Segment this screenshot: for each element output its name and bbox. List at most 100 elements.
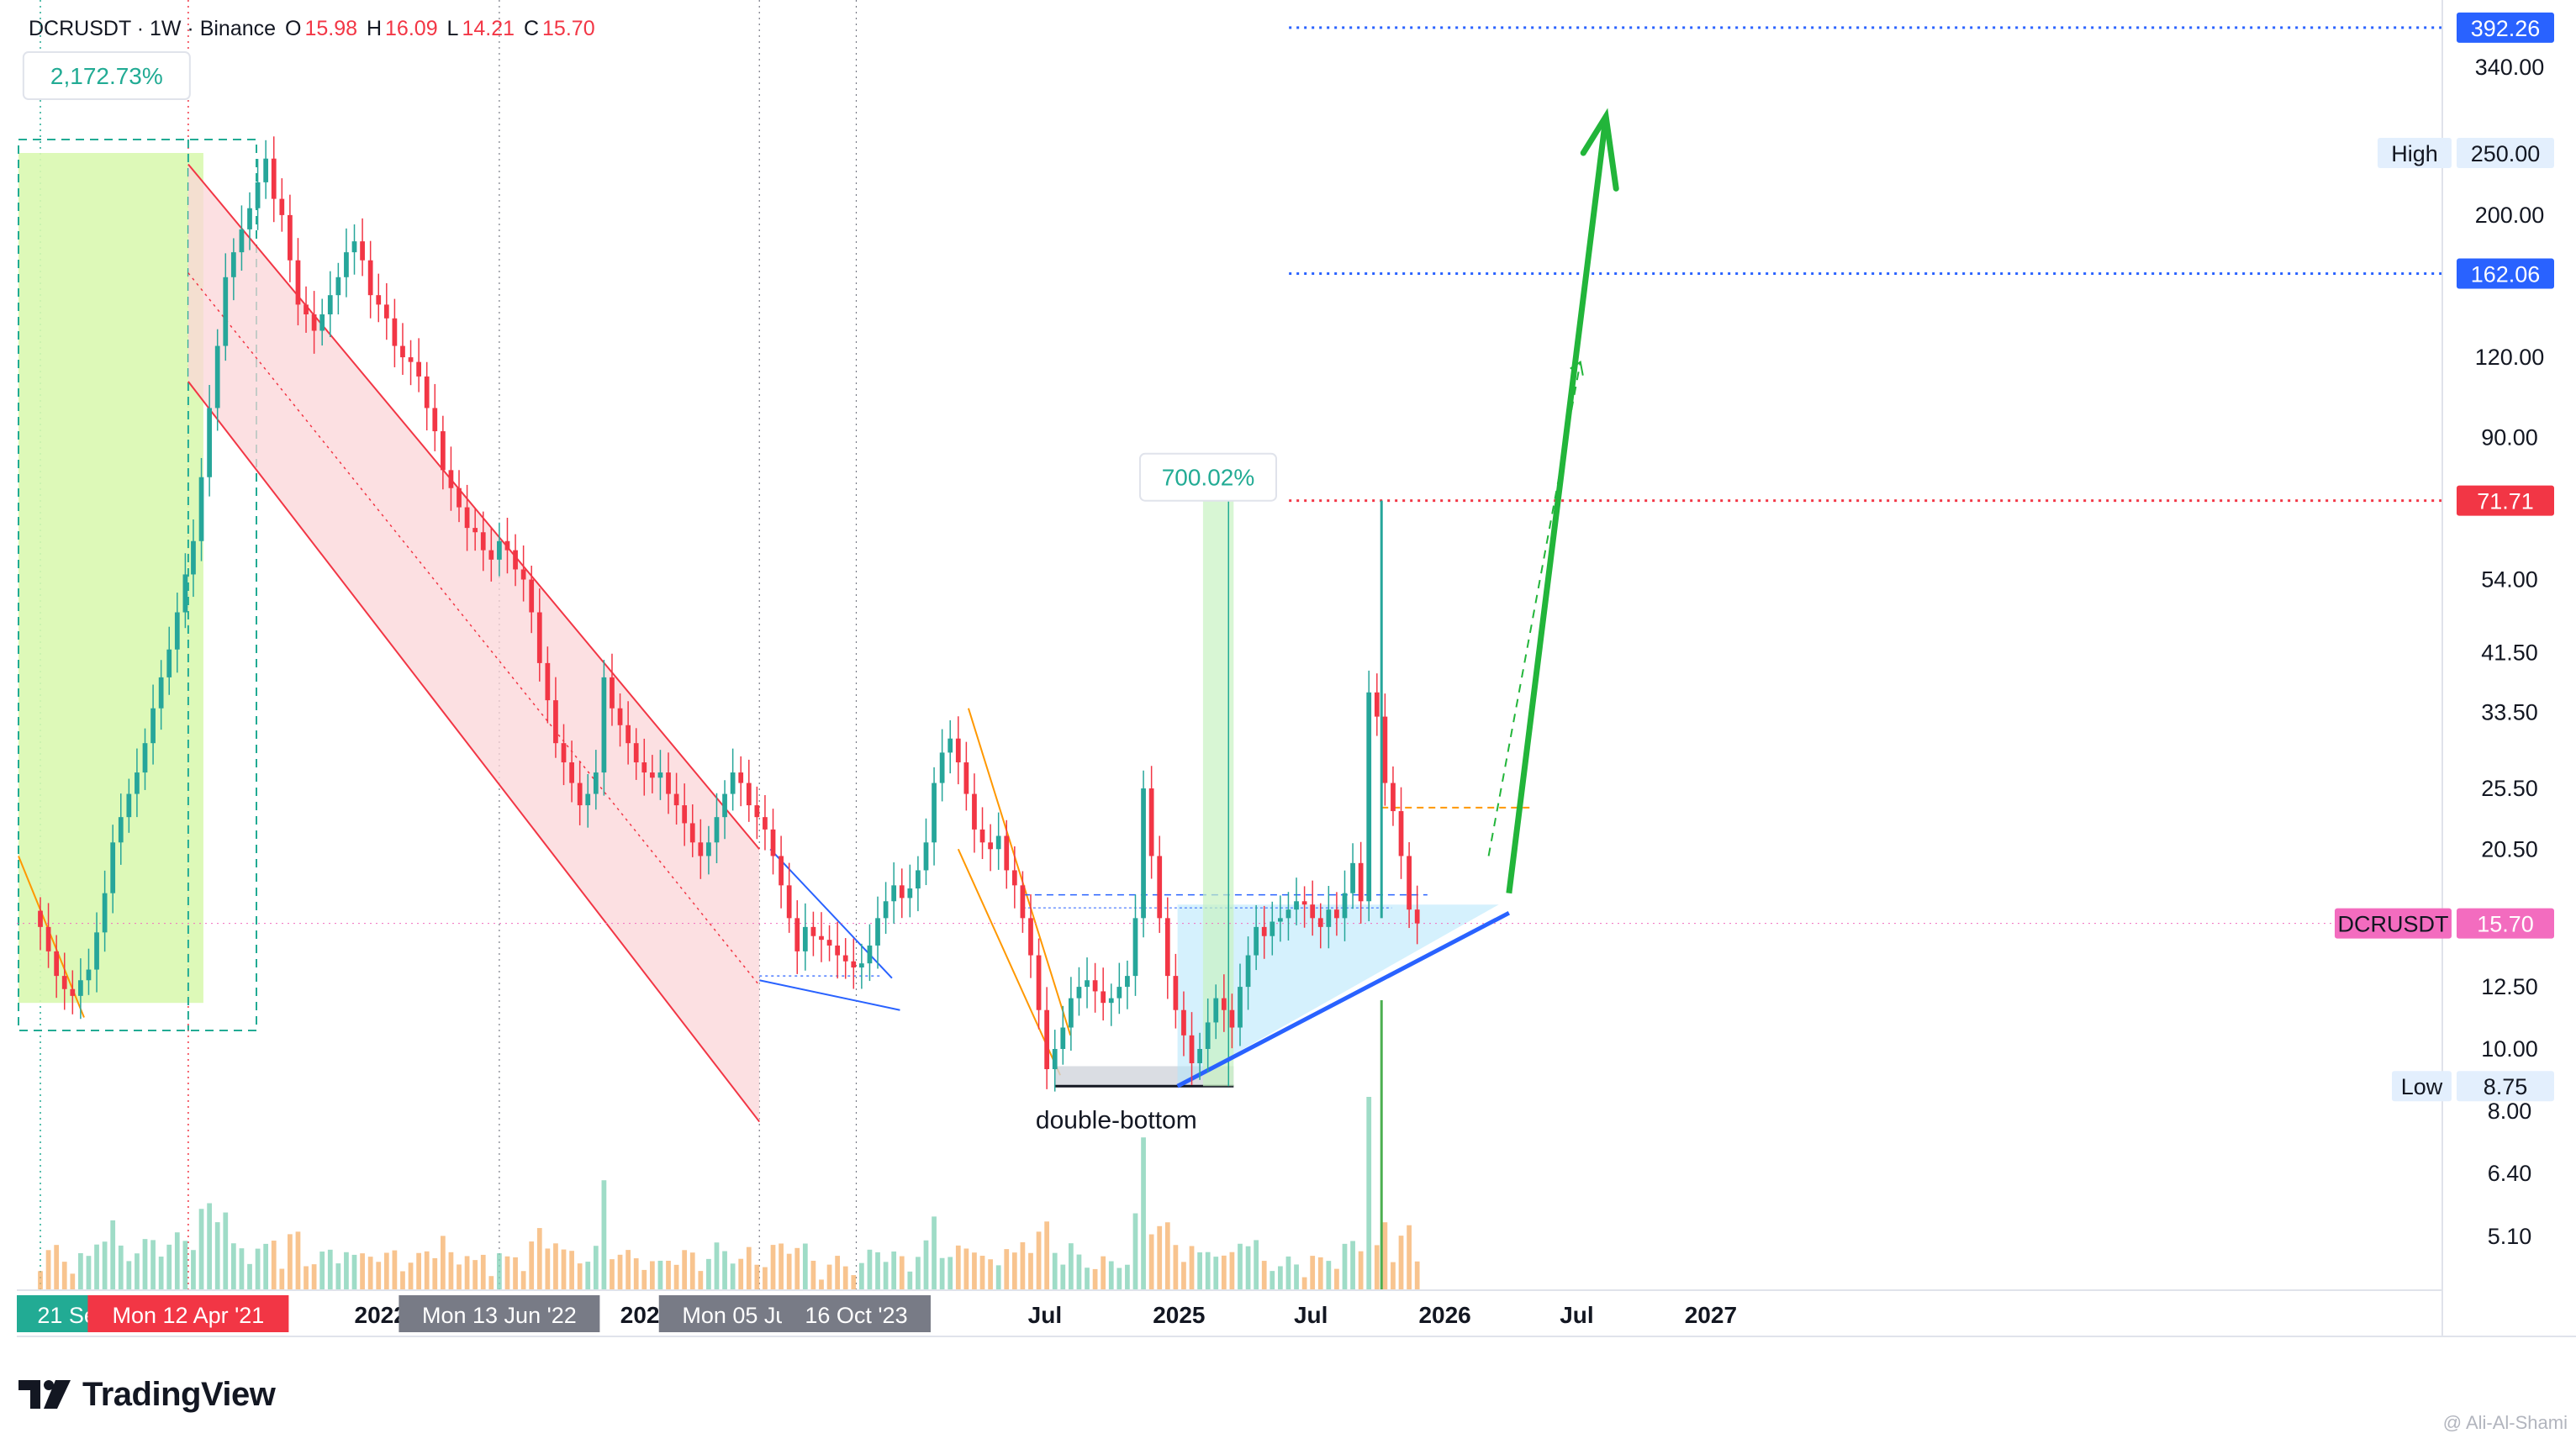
price-label-box	[2457, 258, 2554, 289]
volume-bar	[1085, 1267, 1090, 1290]
candle-body	[673, 793, 679, 806]
candle-body	[1020, 885, 1026, 919]
volume-bar	[916, 1257, 921, 1290]
candle-body	[424, 376, 430, 408]
candle-body	[1310, 904, 1316, 919]
volume-bar	[1407, 1225, 1412, 1290]
volume-bar	[263, 1243, 269, 1290]
candle-body	[963, 762, 969, 794]
volume-bar	[972, 1252, 977, 1290]
price-label-prefix: Low	[2401, 1074, 2443, 1099]
volume-bar	[86, 1256, 92, 1290]
volume-bar	[907, 1271, 913, 1290]
candle-body	[1213, 998, 1219, 1023]
tradingview-brand[interactable]: TradingView	[18, 1373, 276, 1415]
wedge-lower	[759, 979, 900, 1011]
candle-body	[1044, 1009, 1050, 1070]
volume-bar	[118, 1245, 124, 1290]
candle-body	[150, 708, 156, 744]
volume-bar	[706, 1258, 711, 1290]
candle-body	[1076, 987, 1082, 999]
price-label-box	[2457, 12, 2554, 43]
candle-body	[577, 783, 583, 806]
volume-bar	[536, 1228, 542, 1290]
volume-bar	[657, 1260, 663, 1290]
volume-bar	[1189, 1246, 1195, 1290]
price-label: 392.26	[2471, 16, 2541, 41]
candle-body	[271, 158, 277, 199]
volume-bar	[311, 1264, 317, 1290]
volume-bar	[1317, 1257, 1323, 1290]
volume-bar	[344, 1252, 349, 1290]
volume-bar	[166, 1244, 172, 1290]
volume-bar	[673, 1264, 679, 1290]
candle-body	[504, 540, 510, 551]
volume-bar	[1076, 1254, 1082, 1290]
volume-bar	[763, 1267, 768, 1290]
volume-bar	[1157, 1225, 1163, 1290]
candle-body	[416, 361, 421, 377]
volume-bar	[351, 1254, 357, 1290]
volume-bar	[955, 1245, 961, 1290]
volume-bar	[891, 1251, 897, 1290]
candle-body	[457, 487, 462, 508]
price-label-box	[2457, 138, 2554, 168]
x-highlight-label: Mon 12 Apr '21	[113, 1303, 265, 1328]
channel-mid	[187, 272, 760, 986]
volume-bar	[1197, 1252, 1202, 1290]
volume-bar	[488, 1276, 494, 1290]
price-label: 15.70	[2477, 912, 2534, 937]
candle-body	[1254, 926, 1259, 956]
volume-bar	[54, 1245, 60, 1290]
candle-body	[1414, 909, 1420, 924]
price-label-box	[2457, 1071, 2554, 1102]
volume-bar	[1036, 1231, 1042, 1290]
volume-bar	[223, 1212, 229, 1290]
candle-body	[907, 888, 913, 899]
candle-body	[239, 229, 245, 253]
x-tick-label: Jul	[1560, 1302, 1593, 1328]
candle-body	[376, 295, 382, 305]
candle-body	[569, 762, 574, 783]
tradingview-logo-icon	[18, 1380, 71, 1409]
volume-bar	[963, 1248, 969, 1290]
volume-bar	[1020, 1241, 1026, 1290]
candle-body	[118, 817, 124, 843]
volume-bar	[1181, 1262, 1186, 1290]
candle-body	[1326, 909, 1332, 927]
candle-body	[754, 805, 760, 818]
volume-bar	[939, 1257, 945, 1290]
candle-body	[1108, 998, 1114, 1004]
candle-body	[327, 295, 333, 315]
volume-bar	[1044, 1221, 1050, 1290]
chart-header: DCRUSDT · 1W · Binance O 15.98 H 16.09 L 14…	[29, 17, 599, 41]
volume-bar	[480, 1254, 486, 1290]
candle-body	[641, 762, 647, 773]
volume-bar	[271, 1241, 277, 1290]
volume-bar	[770, 1245, 776, 1290]
high-label: H	[366, 17, 383, 40]
y-tick-label: 25.50	[2481, 776, 2538, 801]
candle-body	[448, 470, 454, 488]
volume-bar	[1011, 1252, 1017, 1290]
volume-bar	[424, 1251, 430, 1290]
volume-bar	[416, 1252, 421, 1290]
candle-body	[916, 870, 921, 889]
volume-bar	[142, 1239, 148, 1290]
volume-bar	[1148, 1234, 1154, 1290]
candle-body	[1060, 1027, 1066, 1049]
volume-bar	[1278, 1266, 1283, 1290]
volume-bar	[867, 1249, 873, 1290]
candle-body	[472, 528, 478, 533]
candle-body	[182, 574, 188, 613]
price-label-prefix-box	[2335, 908, 2452, 939]
percent-badge	[1138, 452, 1277, 502]
volume-bar	[135, 1253, 140, 1290]
volume-bar	[38, 1271, 43, 1290]
volume-bar	[738, 1258, 744, 1290]
brand-name: TradingView	[82, 1375, 276, 1413]
x-highlight-label: 16 Oct '23	[805, 1303, 907, 1328]
volume-bar	[545, 1248, 551, 1290]
candle-body	[360, 241, 365, 261]
